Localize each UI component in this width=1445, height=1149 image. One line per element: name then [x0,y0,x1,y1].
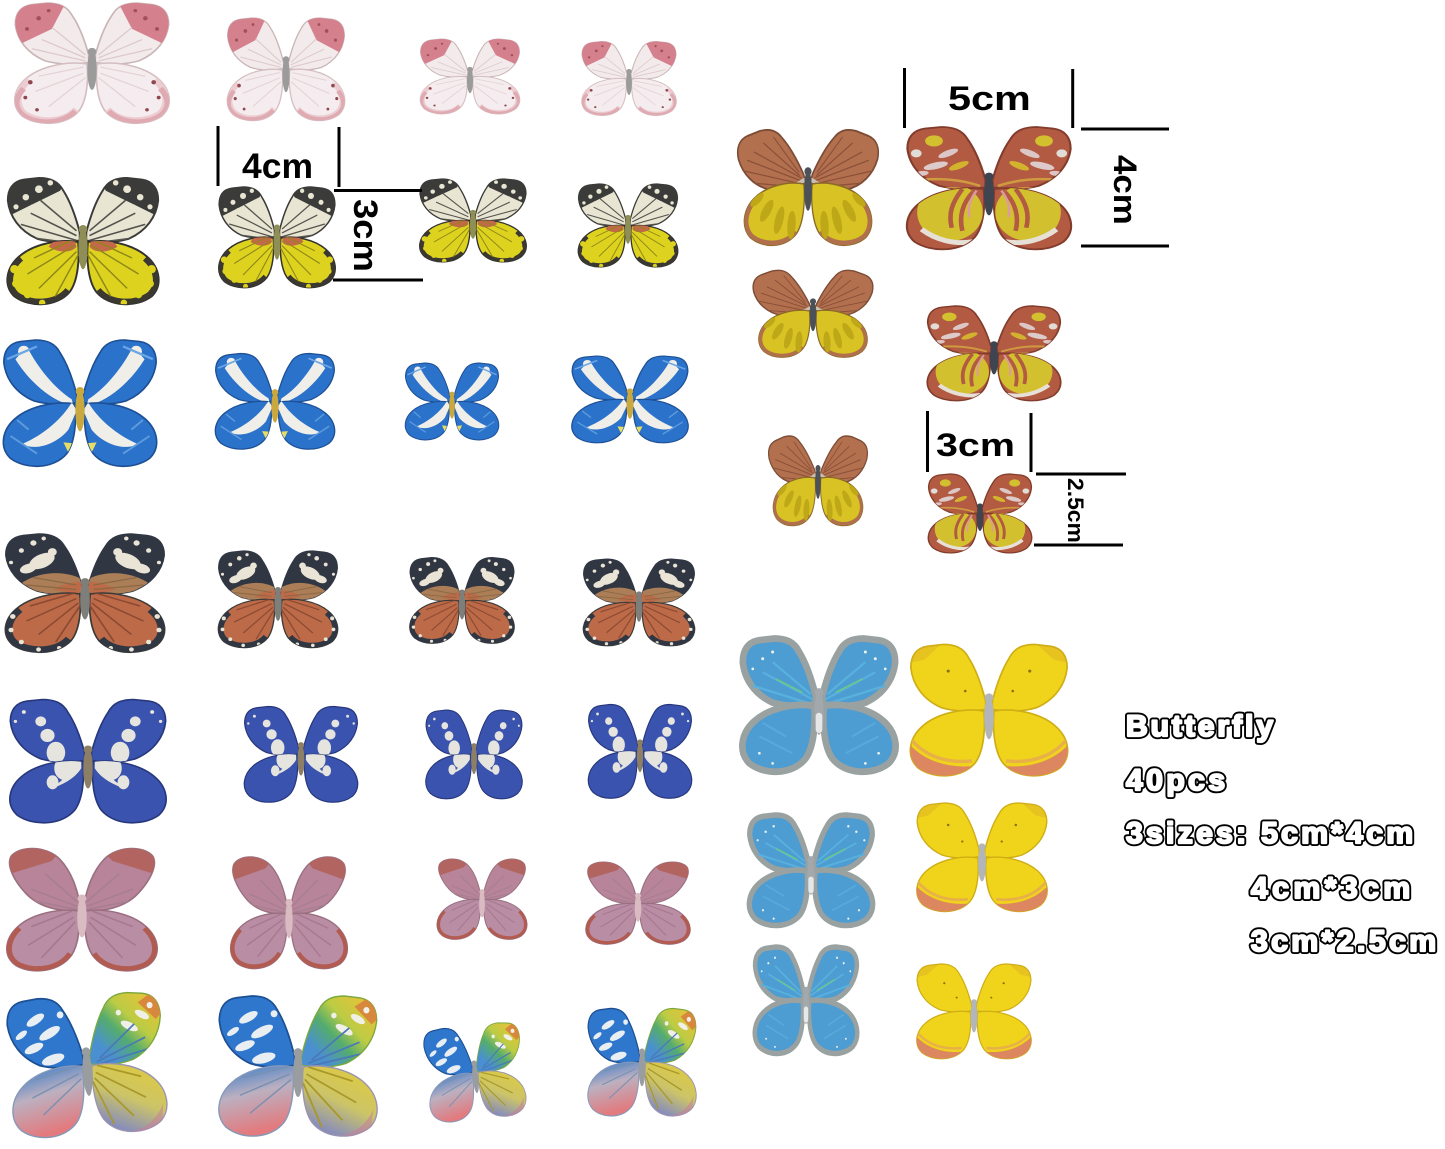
svg-text:3sizes: 5cm*4cm: 3sizes: 5cm*4cm [1126,817,1413,850]
svg-text:Butterfly: Butterfly [1126,710,1273,743]
svg-text:40pcs: 40pcs [1126,764,1225,797]
svg-text:4cm*3cm: 4cm*3cm [1251,872,1410,905]
svg-text:4cm: 4cm [1106,155,1141,225]
svg-text:5cm: 5cm [948,80,1031,118]
svg-text:2.5cm: 2.5cm [1063,478,1088,543]
svg-text:4cm: 4cm [242,147,313,186]
svg-text:3cm: 3cm [936,427,1015,464]
svg-text:3cm: 3cm [346,199,384,272]
svg-text:4cm*3cm: 4cm*3cm [1251,872,1410,905]
svg-text:40pcs: 40pcs [1126,764,1225,797]
